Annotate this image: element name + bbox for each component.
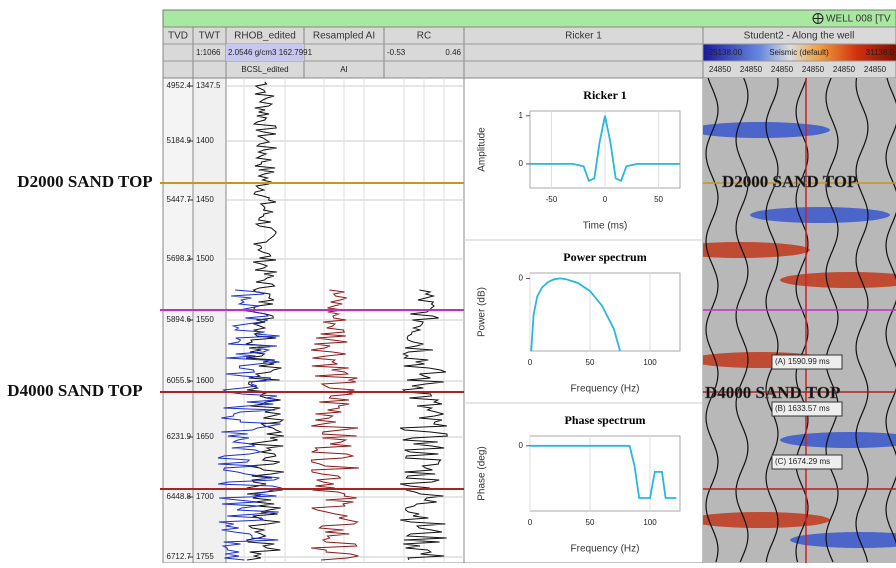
seismic-bg — [703, 78, 896, 563]
twt-label: 1500 — [196, 254, 214, 263]
x-tick-label: 100 — [643, 518, 657, 527]
x-axis-label: Time (ms) — [583, 221, 628, 232]
twt-label: 1347.5 — [196, 81, 221, 90]
tvd-label: 6055.5 — [167, 376, 192, 385]
y-axis-label: Amplitude — [477, 127, 488, 172]
x-tick-label: 100 — [643, 358, 657, 367]
scale-label: 1:1066 — [196, 48, 221, 57]
title-bar — [163, 10, 896, 27]
horizon-label: D2000 SAND TOP — [17, 172, 152, 191]
x-tick-label: 50 — [586, 358, 595, 367]
y-axis-label: Power (dB) — [477, 287, 488, 337]
y-tick-label: 0 — [519, 274, 524, 283]
tvd-label: 6712.7 — [167, 552, 192, 561]
x-tick-label: -50 — [546, 195, 558, 204]
ai-sub: AI — [340, 65, 348, 74]
plot-area — [530, 436, 680, 511]
seismic-min: -25138.00 — [706, 48, 743, 57]
tvd-label: 5184.9 — [167, 136, 192, 145]
twt-label: 1400 — [196, 136, 214, 145]
pick-label: (B) 1633.57 ms — [775, 404, 830, 413]
x-tick-label: 50 — [586, 518, 595, 527]
twt-label: 1700 — [196, 492, 214, 501]
panel-title: Ricker 1 — [583, 88, 626, 102]
y-tick-label: 0 — [519, 441, 524, 450]
twt-label: 1550 — [196, 315, 214, 324]
track-header: Ricker 1 — [565, 31, 602, 42]
x-tick-label: 0 — [528, 358, 533, 367]
seismic-event — [750, 207, 890, 223]
pick-label: (A) 1590.99 ms — [775, 357, 830, 366]
y-tick-label: 1 — [519, 111, 524, 120]
seismic-trace-label: 24850 — [802, 65, 825, 74]
y-axis-label: Phase (deg) — [477, 446, 488, 500]
x-tick-label: 0 — [528, 518, 533, 527]
pick-label: (C) 1674.29 ms — [775, 457, 830, 466]
seismic-trace-label: 24850 — [740, 65, 763, 74]
twt-label: 1650 — [196, 432, 214, 441]
track-header: Student2 - Along the well — [744, 31, 855, 42]
seismic-horizon-label: D2000 SAND TOP — [722, 172, 857, 191]
twt-label: 1755 — [196, 552, 214, 561]
x-tick-label: 50 — [654, 195, 663, 204]
twt-label: 1450 — [196, 195, 214, 204]
tvd-label: 5447.7 — [167, 195, 192, 204]
seismic-max: 31138.0 — [866, 48, 895, 57]
x-axis-label: Frequency (Hz) — [571, 384, 640, 395]
tvd-label: 5698.3 — [167, 254, 192, 263]
panel-title: Power spectrum — [563, 250, 646, 264]
tvd-label: 6448.8 — [167, 492, 192, 501]
seismic-horizon-label: D4000 SAND TOP — [705, 383, 840, 402]
panel-title: Phase spectrum — [565, 413, 646, 427]
rhob-sub: BCSL_edited — [241, 65, 288, 74]
seismic-name: Seismic (default) — [769, 48, 829, 57]
track-header: RC — [417, 31, 431, 42]
y-tick-label: 0 — [519, 159, 524, 168]
x-axis-label: Frequency (Hz) — [571, 544, 640, 555]
horizon-label: D4000 SAND TOP — [7, 381, 142, 400]
tvd-label: 4952.4 — [167, 81, 192, 90]
tvd-label: 5894.6 — [167, 315, 192, 324]
track-header: TWT — [199, 31, 221, 42]
track-header: RHOB_edited — [234, 31, 296, 42]
rc-max: 0.46 — [445, 48, 461, 57]
rhob-value: 2.0546 g/cm3 162.7991 — [228, 48, 313, 57]
seismic-section — [670, 78, 896, 563]
x-tick-label: 0 — [603, 195, 608, 204]
twt-label: 1600 — [196, 376, 214, 385]
track-header: Resampled AI — [313, 31, 375, 42]
seismic-trace-label: 24850 — [771, 65, 794, 74]
rc-min: -0.53 — [387, 48, 406, 57]
tvd-label: 6231.9 — [167, 432, 192, 441]
screenshot: WELL 008 [TV TVD TWT RHOB_edited Resampled … — [0, 0, 896, 563]
seismic-trace-label: 24850 — [864, 65, 887, 74]
seismic-trace-label: 24850 — [709, 65, 732, 74]
well-title: WELL 008 [TV — [826, 14, 891, 25]
track-header: TVD — [168, 31, 188, 42]
seismic-trace-label: 24850 — [833, 65, 856, 74]
